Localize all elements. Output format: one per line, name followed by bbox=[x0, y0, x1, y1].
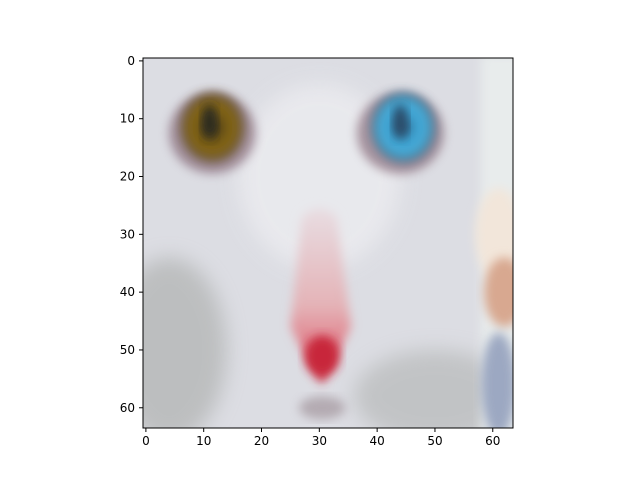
y-tick-label: 50 bbox=[120, 343, 135, 357]
x-tick-label: 40 bbox=[370, 434, 385, 448]
mouth bbox=[299, 396, 346, 420]
x-tick-label: 10 bbox=[196, 434, 211, 448]
background-light bbox=[475, 188, 513, 281]
heatmap-image bbox=[143, 58, 513, 428]
x-tick-label: 0 bbox=[142, 434, 150, 448]
fur-shadow-right bbox=[354, 349, 513, 428]
nose-tip bbox=[304, 335, 340, 376]
y-axis: 0 10 20 30 40 50 60 bbox=[120, 54, 143, 415]
nose-bridge bbox=[290, 208, 352, 385]
y-tick-label: 20 bbox=[120, 170, 135, 184]
right-pupil bbox=[392, 104, 408, 139]
background-blue bbox=[481, 332, 513, 428]
y-tick-label: 0 bbox=[127, 54, 135, 68]
x-axis: 0 10 20 30 40 50 60 bbox=[142, 428, 500, 448]
plot-frame bbox=[142, 57, 514, 429]
fur-shadow-left bbox=[143, 257, 227, 428]
x-tick-label: 50 bbox=[427, 434, 442, 448]
left-pupil bbox=[201, 104, 217, 139]
x-tick-label: 20 bbox=[254, 434, 269, 448]
x-tick-label: 60 bbox=[485, 434, 500, 448]
y-tick-label: 30 bbox=[120, 227, 135, 241]
y-tick-label: 40 bbox=[120, 285, 135, 299]
y-tick-label: 10 bbox=[120, 112, 135, 126]
background-warm bbox=[484, 257, 513, 327]
y-tick-label: 60 bbox=[120, 401, 135, 415]
x-tick-label: 30 bbox=[312, 434, 327, 448]
